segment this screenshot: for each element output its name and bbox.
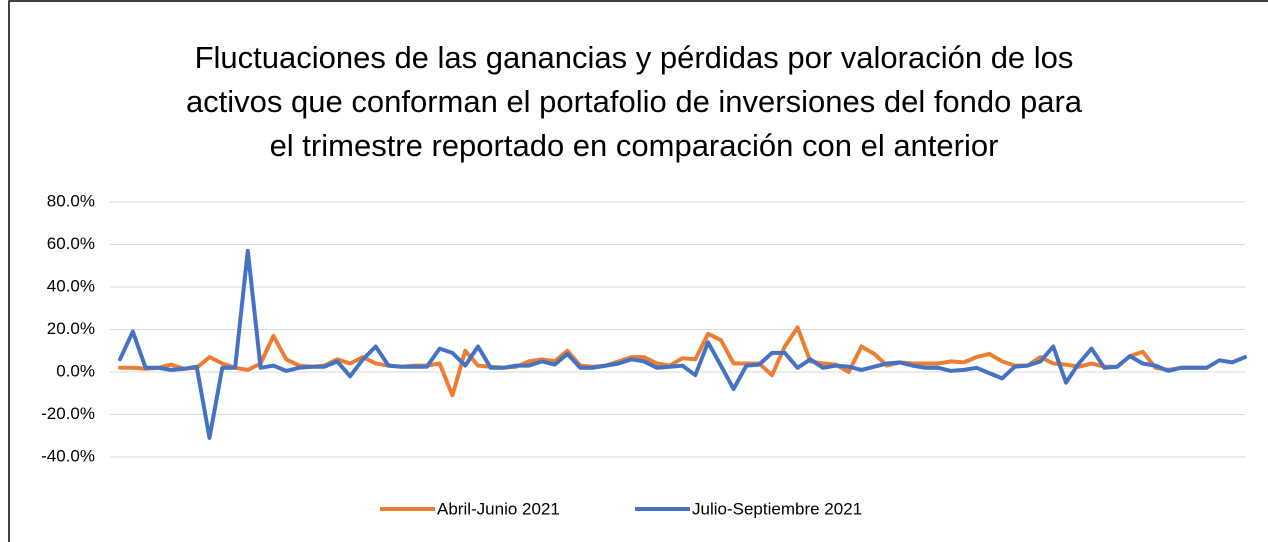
chart-border — [8, 0, 1268, 542]
legend-label: Julio-Septiembre 2021 — [692, 499, 862, 518]
y-tick-label: 60.0% — [47, 234, 95, 253]
legend-label: Abril-Junio 2021 — [437, 499, 560, 518]
chart-title: Fluctuaciones de las ganancias y pérdida… — [195, 40, 1074, 75]
chart-title: el trimestre reportado en comparación co… — [270, 128, 999, 163]
series-line — [118, 325, 1209, 398]
y-tick-label: 0.0% — [56, 361, 95, 380]
chart-title: activos que conforman el portafolio de i… — [186, 84, 1083, 119]
series-line — [118, 248, 1247, 440]
y-tick-label: 80.0% — [47, 191, 95, 210]
y-tick-label: -40.0% — [41, 446, 95, 465]
y-tick-label: -20.0% — [41, 404, 95, 423]
y-tick-label: 40.0% — [47, 276, 95, 295]
y-tick-label: 20.0% — [47, 319, 95, 338]
